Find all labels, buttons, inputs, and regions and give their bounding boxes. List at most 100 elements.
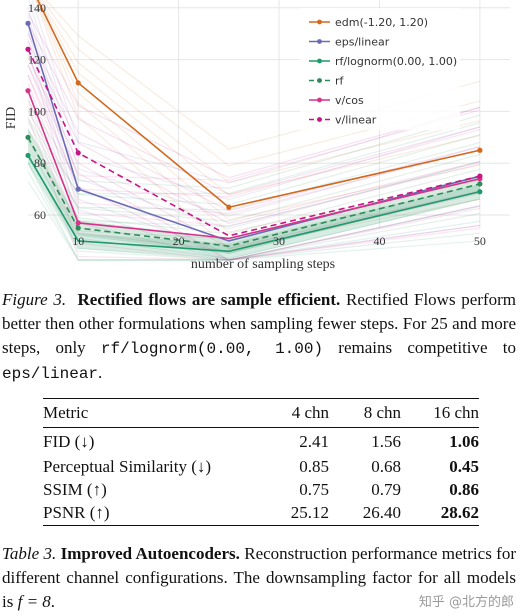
table-text: Reconstruction performance metrics for d…: [2, 544, 516, 611]
faint-run-line: [27, 100, 481, 189]
figure-code-1: rf/lognorm(0.00, 1.00): [100, 340, 324, 358]
data-point: [75, 225, 81, 231]
series-line: [27, 90, 481, 240]
row-4chn: 0.85: [299, 457, 329, 476]
faint-run-line: [27, 170, 480, 261]
row-4chn: 0.75: [299, 480, 329, 499]
legend-label: rf/lognorm(0.00, 1.00): [335, 55, 457, 68]
y-tick-label: 100: [28, 104, 46, 118]
table-row: SSIM (↑) 0.75 0.79 0.86: [43, 479, 479, 502]
faint-run-line: [38, 0, 481, 196]
y-tick-label: 80: [34, 156, 46, 170]
x-tick-label: 10: [72, 234, 84, 248]
data-point: [25, 152, 31, 159]
axis-ticks: 10 20 30 40 50 60 80 100 120 140: [28, 1, 486, 248]
row-8chn: 0.68: [371, 457, 401, 476]
header-metric: Metric: [43, 398, 257, 428]
figure-title: Rectified flows are sample efficient.: [77, 290, 341, 309]
faint-run-line: [27, 152, 480, 261]
row-metric: FID (↓): [43, 431, 95, 451]
row-8chn: 26.40: [329, 501, 401, 526]
faint-run-line: [27, 139, 481, 228]
x-tick-label: 30: [273, 234, 285, 248]
legend-marker: [317, 97, 322, 103]
data-point: [226, 204, 232, 210]
faint-run-line: [27, 38, 481, 261]
x-tick-label: 50: [474, 234, 486, 248]
faint-run-line: [27, 64, 481, 198]
row-16chn: 28.62: [401, 501, 479, 526]
data-point: [25, 134, 31, 140]
faint-run-line: [27, 15, 481, 230]
faint-run-line: [27, 41, 481, 224]
y-axis-label: FID: [4, 107, 19, 130]
row-metric: PSNR (↑): [43, 501, 257, 526]
figure-text-1: Rectified Flows perform better then othe…: [2, 290, 517, 357]
x-axis-label: number of sampling steps: [191, 257, 335, 272]
legend-marker: [317, 39, 322, 44]
faint-run-line: [31, 0, 481, 184]
legend-label: v/cos: [335, 94, 364, 107]
legend-marker: [317, 58, 322, 64]
row-4chn: 2.41: [299, 431, 329, 451]
series-lines: [25, 0, 483, 253]
faint-run-line: [27, 106, 480, 261]
legend-marker: [317, 117, 322, 122]
figure-text-3: .: [98, 363, 103, 382]
autoencoder-table: Metric 4 chn 8 chn 16 chn FID (↓) 2.41 1…: [43, 398, 479, 526]
legend-label: v/linear: [335, 114, 377, 127]
table-label: Table 3.: [2, 544, 57, 563]
faint-run-line: [41, 0, 481, 167]
chart-legend: edm(-1.20, 1.20) eps/linear rf/lognorm(0.0…: [300, 8, 460, 130]
table-caption: Table 3. Improved Autoencoders. Reconstr…: [2, 542, 516, 614]
data-point: [25, 20, 31, 26]
faint-run-line: [27, 23, 481, 195]
faint-run-line: [27, 82, 481, 227]
table-row: PSNR (↑) 25.12 26.40 28.62: [43, 501, 479, 526]
data-point: [477, 181, 483, 187]
legend-label: rf: [335, 75, 345, 88]
faint-run-line: [27, 129, 481, 235]
faint-run-line: [27, 129, 481, 211]
legend-box: [300, 8, 460, 130]
y-tick-label: 140: [28, 1, 46, 15]
faint-run-line: [27, 49, 480, 261]
legend-label: eps/linear: [335, 36, 390, 49]
x-tick-label: 20: [173, 234, 185, 248]
faint-run-line: [27, 74, 481, 215]
faint-run-line: [27, 74, 480, 261]
row-8chn: 1.56: [371, 431, 401, 451]
faint-run-line: [27, 12, 481, 179]
header-4chn: 4 chn: [257, 398, 329, 428]
data-point: [25, 46, 31, 52]
faint-run-line: [27, 181, 480, 261]
row-4chn: 25.12: [257, 501, 329, 526]
faint-run-line: [39, 0, 481, 184]
series-line: [27, 136, 481, 247]
faint-run-line: [27, 54, 481, 181]
legend-marker: [317, 78, 322, 83]
faint-run-line: [27, 116, 480, 261]
row-8chn: 0.79: [371, 480, 401, 499]
faint-run-line: [27, 162, 480, 261]
faint-run-line: [36, 0, 481, 221]
data-point: [477, 147, 483, 153]
row-metric: Perceptual Similarity (↓): [43, 457, 212, 476]
faint-run-line: [35, 0, 480, 233]
data-point: [25, 88, 31, 94]
faint-run-line: [27, 162, 481, 261]
table-row: FID (↓) 2.41 1.56 1.06: [43, 428, 479, 456]
table-row: Perceptual Similarity (↓) 0.85 0.68 0.45: [43, 456, 479, 479]
data-point: [75, 220, 81, 226]
y-tick-label: 120: [28, 53, 46, 67]
row-16chn: 0.45: [449, 457, 479, 476]
figure-label: Figure 3.: [2, 290, 67, 309]
faint-run-line: [28, 0, 481, 201]
faint-run-line: [34, 0, 480, 250]
data-point: [75, 80, 81, 86]
table-header-row: Metric 4 chn 8 chn 16 chn: [43, 398, 479, 428]
faint-run-line: [27, 7, 481, 217]
figure-text-2: remains competitive to: [323, 338, 517, 357]
header-16chn: 16 chn: [401, 398, 479, 428]
data-point: [75, 186, 81, 192]
